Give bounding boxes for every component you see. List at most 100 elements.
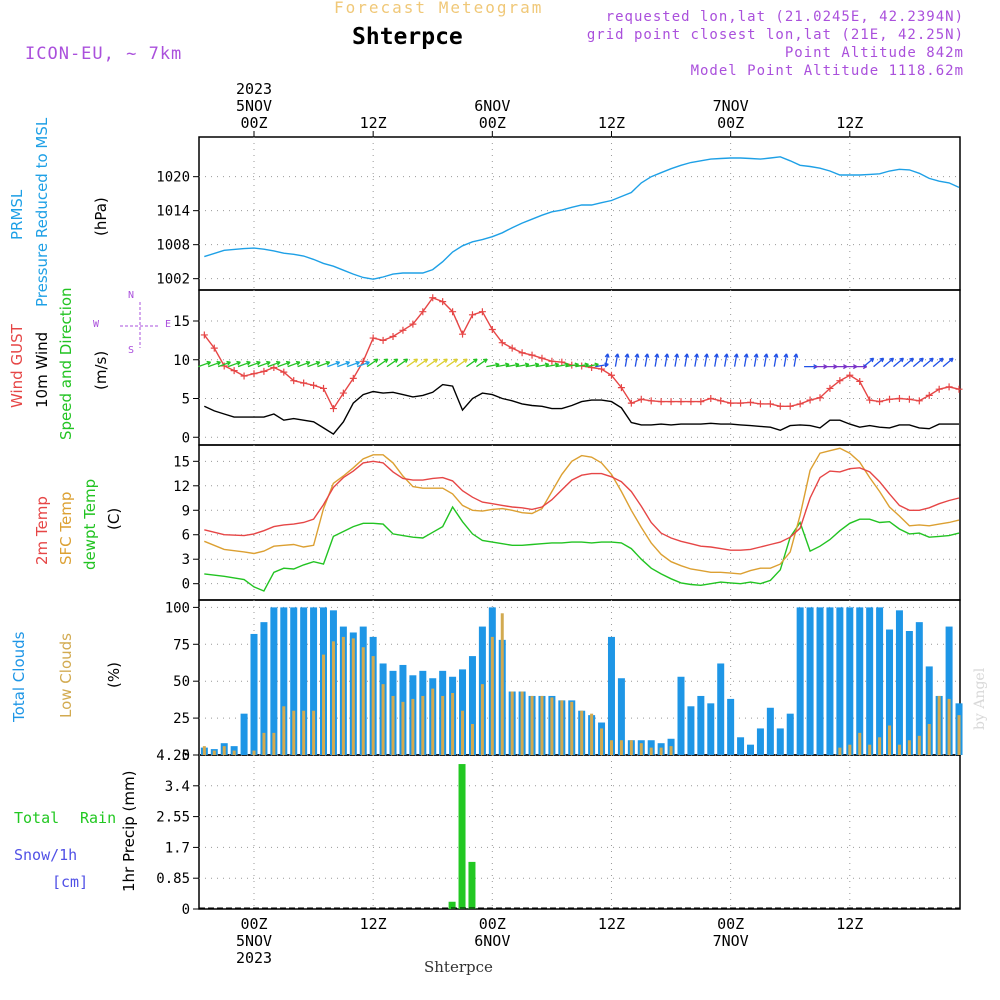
gust-marker — [617, 384, 625, 392]
total-cloud-bar — [826, 607, 834, 755]
low-cloud-bar — [341, 636, 345, 755]
gust-marker — [717, 397, 725, 405]
gust-marker — [876, 398, 884, 406]
low-cloud-bar — [331, 641, 335, 755]
total-cloud-bar — [776, 728, 784, 755]
time-label-top: 6NOV — [474, 97, 510, 115]
wind-direction-arrow — [247, 360, 261, 368]
y-tick-label: 0 — [182, 577, 190, 593]
temp-units: (C) — [105, 507, 123, 530]
low-cloud-bar — [917, 735, 921, 755]
wind-direction-arrow — [386, 358, 399, 368]
wind-direction-arrow — [297, 360, 311, 368]
gust-marker — [836, 377, 844, 385]
wind-gust-label: Wind GUST — [8, 324, 26, 408]
total-cloud-bar — [240, 713, 248, 755]
wind-direction-arrow — [932, 357, 944, 368]
low-cloud-bar — [957, 715, 961, 755]
wind-direction-arrow — [624, 353, 630, 367]
point-altitude: Point Altitude 842m — [784, 45, 964, 61]
total-cloud-bar — [310, 607, 318, 755]
pressure-units: (hPa) — [92, 197, 110, 236]
total-cloud-bar — [905, 631, 913, 755]
compass-s: S — [128, 345, 135, 356]
total-cloud-bar — [796, 607, 804, 755]
gust-marker — [468, 311, 476, 319]
low-cloud-bar — [907, 740, 911, 755]
total-cloud-bar — [806, 607, 814, 755]
y-tick-label: 4.25 — [156, 748, 190, 764]
gust-marker — [290, 377, 298, 385]
low-cloud-bar — [937, 695, 941, 755]
gust-marker — [409, 320, 417, 328]
y-tick-label: 0 — [182, 430, 190, 446]
gust-marker — [747, 398, 754, 406]
gust-marker — [280, 368, 288, 376]
wind-direction-arrow — [277, 360, 291, 368]
temp-2m-label: 2m Temp — [33, 496, 51, 565]
gust-marker — [429, 294, 437, 302]
wind-direction-arrow — [704, 353, 709, 367]
wind-direction-arrow — [684, 353, 690, 367]
gust-marker — [737, 399, 745, 407]
low-cloud-bar — [371, 656, 375, 755]
wind-direction-arrow — [317, 360, 331, 368]
low-clouds-label: Low Clouds — [57, 633, 75, 718]
total-cloud-bar — [766, 707, 774, 755]
total-cloud-bar — [876, 607, 884, 755]
low-cloud-bar — [590, 713, 594, 755]
low-cloud-bar — [659, 747, 663, 755]
gust-marker — [250, 370, 258, 378]
gust-marker — [558, 358, 566, 366]
y-tick-label: 1002 — [156, 272, 190, 288]
low-cloud-bar — [500, 613, 504, 755]
gust-marker — [846, 371, 854, 379]
wind-direction-arrow — [466, 358, 478, 368]
total-cloud-bar — [677, 676, 685, 755]
gust-marker — [488, 326, 496, 334]
total-cloud-bar — [816, 607, 824, 755]
wind-direction-arrow — [664, 353, 670, 367]
rain-bar — [468, 861, 476, 909]
clouds-units: (%) — [105, 662, 123, 688]
gust-marker — [349, 374, 357, 382]
wind-direction-arrow — [793, 353, 799, 367]
gust-marker — [826, 384, 834, 392]
snow-cm-label: [cm] — [52, 873, 89, 891]
total-cloud-bar — [727, 698, 735, 755]
rain-label: Rain — [80, 809, 117, 827]
total-cloud-bar — [290, 607, 298, 755]
total-cloud-bar — [945, 626, 953, 755]
wind-direction-arrow — [456, 358, 468, 368]
low-cloud-bar — [838, 747, 842, 755]
gust-marker — [786, 402, 794, 410]
y-tick-label: 15 — [173, 314, 190, 330]
wind-direction-arrow — [763, 353, 769, 367]
pressure-label: PRMSL — [8, 189, 26, 240]
rain-bar — [448, 901, 456, 909]
wind-speed-line — [204, 383, 959, 436]
total-cloud-bar — [737, 737, 745, 755]
y-tick-label: 0 — [182, 902, 190, 918]
pressure-line — [204, 156, 960, 280]
low-cloud-bar — [351, 638, 355, 755]
low-cloud-bar — [927, 724, 931, 755]
low-cloud-bar — [470, 724, 474, 755]
total-cloud-bar — [846, 607, 854, 755]
gust-marker — [230, 367, 238, 375]
model-altitude: Model Point Altitude 1118.62m — [690, 63, 964, 79]
low-cloud-bar — [272, 732, 276, 755]
low-cloud-bar — [202, 746, 206, 755]
gust-marker — [677, 398, 685, 406]
wind-direction-arrow — [237, 360, 251, 368]
low-cloud-bar — [947, 698, 951, 755]
total-cloud-bar — [836, 607, 844, 755]
wind-direction-arrow — [674, 353, 680, 367]
y-tick-label: 15 — [173, 454, 190, 470]
wind-direction-arrow — [902, 357, 914, 368]
low-cloud-bar — [252, 750, 256, 755]
panel-frame-5 — [198, 754, 961, 910]
total-cloud-bar — [607, 636, 615, 755]
wind-direction-arrow — [733, 353, 739, 367]
